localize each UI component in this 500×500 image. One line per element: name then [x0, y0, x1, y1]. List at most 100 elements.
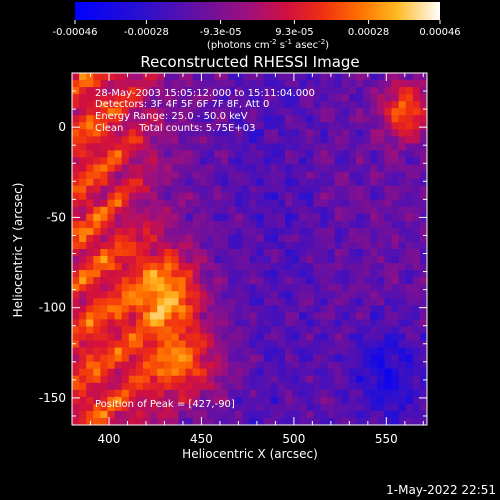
heatmap-cell	[377, 333, 385, 342]
heatmap-cell	[121, 164, 130, 173]
heatmap-cell	[277, 234, 286, 243]
heatmap-cell	[206, 382, 215, 391]
heatmap-cell	[221, 284, 229, 292]
heatmap-cell	[150, 178, 158, 187]
heatmap-cell	[412, 382, 421, 391]
heatmap-cell	[299, 270, 307, 278]
heatmap-cell	[334, 382, 343, 391]
heatmap-cell	[135, 143, 144, 152]
heatmap-cell	[171, 326, 180, 335]
heatmap-cell	[391, 396, 400, 405]
heatmap-cell	[249, 263, 258, 271]
heatmap-cell	[249, 164, 258, 173]
heatmap-cell	[185, 185, 194, 194]
heatmap-cell	[164, 115, 172, 123]
heatmap-cell	[178, 136, 187, 144]
heatmap-cell	[363, 277, 371, 285]
heatmap-cell	[356, 375, 364, 384]
heatmap-cell	[348, 354, 357, 363]
colorbar-tick-label: 0.00046	[419, 27, 460, 38]
heatmap-cell	[419, 199, 427, 208]
heatmap-cell	[157, 143, 165, 152]
heatmap-cell	[270, 178, 279, 187]
heatmap-cell	[292, 340, 300, 349]
heatmap-cell	[199, 277, 208, 285]
heatmap-cell	[384, 263, 393, 271]
heatmap-cell	[192, 192, 201, 201]
heatmap-cell	[221, 347, 229, 356]
heatmap-cell	[398, 375, 407, 384]
heatmap-cell	[121, 157, 130, 166]
heatmap-cell	[164, 277, 172, 285]
heatmap-cell	[135, 396, 144, 405]
heatmap-cell	[419, 270, 427, 278]
heatmap-cell	[135, 312, 144, 320]
heatmap-cell	[306, 319, 314, 328]
heatmap-cell	[93, 382, 101, 391]
heatmap-cell	[384, 403, 393, 412]
heatmap-cell	[249, 340, 258, 349]
heatmap-cell	[334, 122, 343, 130]
heatmap-cell	[391, 319, 400, 328]
heatmap-cell	[157, 340, 165, 349]
heatmap-cell	[348, 312, 357, 320]
heatmap-cell	[93, 241, 101, 250]
heatmap-cell	[107, 94, 116, 102]
heatmap-cell	[363, 249, 371, 257]
heatmap-cell	[100, 122, 109, 130]
heatmap-cell	[370, 150, 378, 159]
heatmap-cell	[72, 382, 80, 391]
heatmap-cell	[306, 410, 314, 419]
heatmap-cell	[199, 108, 208, 116]
heatmap-cell	[348, 333, 357, 342]
heatmap-cell	[178, 206, 187, 215]
heatmap-cell	[214, 227, 222, 236]
heatmap-cell	[412, 333, 421, 342]
heatmap-cell	[242, 270, 251, 278]
heatmap-cell	[398, 270, 407, 278]
colorbar-tick-label: -0.00028	[124, 27, 169, 38]
heatmap-cell	[100, 136, 109, 144]
heatmap-cell	[405, 298, 414, 306]
heatmap-cell	[178, 368, 187, 377]
heatmap-cell	[171, 263, 180, 271]
heatmap-cell	[398, 263, 407, 271]
heatmap-cell	[256, 326, 265, 335]
heatmap-cell	[398, 185, 407, 194]
heatmap-cell	[86, 122, 94, 130]
heatmap-cell	[128, 220, 137, 229]
heatmap-cell	[405, 136, 414, 144]
heatmap-cell	[292, 347, 300, 356]
heatmap-cell	[405, 220, 414, 229]
heatmap-cell	[178, 382, 187, 391]
heatmap-cell	[79, 354, 87, 363]
heatmap-cell	[313, 305, 322, 313]
heatmap-cell	[327, 136, 336, 144]
heatmap-cell	[143, 227, 151, 236]
heatmap-cell	[114, 157, 123, 166]
heatmap-cell	[384, 333, 393, 342]
heatmap-cell	[206, 199, 215, 208]
heatmap-cell	[178, 192, 187, 201]
heatmap-cell	[171, 108, 180, 116]
heatmap-cell	[270, 87, 279, 95]
heatmap-cell	[370, 101, 378, 109]
heatmap-cell	[348, 361, 357, 370]
heatmap-cell	[121, 333, 130, 342]
heatmap-cell	[370, 396, 378, 405]
heatmap-cell	[419, 312, 427, 320]
heatmap-cell	[206, 108, 215, 116]
heatmap-cell	[72, 136, 80, 144]
heatmap-cell	[100, 199, 109, 208]
heatmap-cell	[107, 382, 116, 391]
heatmap-cell	[306, 129, 314, 137]
heatmap-cell	[348, 129, 357, 137]
heatmap-cell	[242, 312, 251, 320]
heatmap-cell	[263, 150, 272, 159]
heatmap-cell	[292, 234, 300, 243]
heatmap-cell	[313, 87, 322, 95]
heatmap-cell	[263, 340, 272, 349]
heatmap-cell	[263, 410, 272, 419]
heatmap-cell	[135, 136, 144, 144]
heatmap-cell	[292, 270, 300, 278]
